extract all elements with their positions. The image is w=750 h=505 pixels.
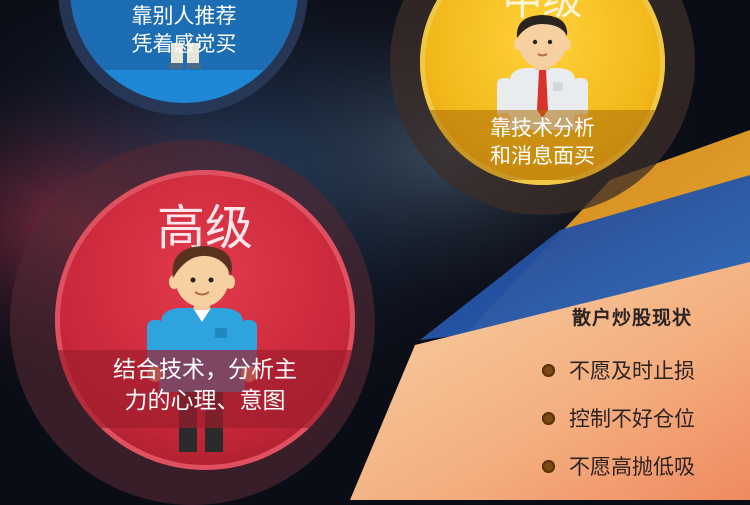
status-panel-title: 散户炒股现状 bbox=[572, 307, 693, 329]
advanced-level-disc: 高级 bbox=[55, 170, 355, 470]
status-item-text: 不愿及时止损 bbox=[569, 359, 695, 383]
beginner-caption-line1: 靠别人推荐 bbox=[131, 4, 237, 28]
intermediate-level-disc: 中级 靠技术分析 bbox=[420, 0, 665, 185]
intermediate-caption-band bbox=[420, 110, 665, 180]
status-item-text: 控制不好仓位 bbox=[569, 407, 695, 431]
advanced-caption-line2: 力的心理、意图 bbox=[124, 388, 286, 415]
status-item-text: 不愿高抛低吸 bbox=[569, 455, 695, 479]
bullet-dot-icon bbox=[542, 459, 555, 473]
beginner-caption: 靠别人推荐 凭着感觉买 bbox=[70, 2, 298, 59]
beginner-caption-band bbox=[70, 0, 298, 70]
status-item: 控制不好仓位 bbox=[542, 403, 695, 433]
status-item: 不愿高抛低吸 bbox=[542, 451, 695, 481]
advanced-caption-band bbox=[55, 350, 355, 428]
bullet-dot-icon bbox=[542, 363, 555, 377]
beginner-caption-line2: 凭着感觉买 bbox=[131, 32, 237, 57]
advanced-caption-line1: 结合技术，分析主 bbox=[113, 357, 297, 383]
intermediate-caption-line2: 和消息面买 bbox=[490, 144, 595, 169]
advanced-caption: 结合技术，分析主 力的心理、意图 bbox=[55, 355, 355, 417]
intermediate-caption-line1: 靠技术分析 bbox=[490, 116, 595, 140]
status-item: 不愿及时止损 bbox=[542, 355, 695, 385]
bullet-dot-icon bbox=[542, 411, 555, 425]
intermediate-caption: 靠技术分析 和消息面买 bbox=[420, 114, 665, 171]
beginner-person-illustration bbox=[165, 43, 205, 83]
